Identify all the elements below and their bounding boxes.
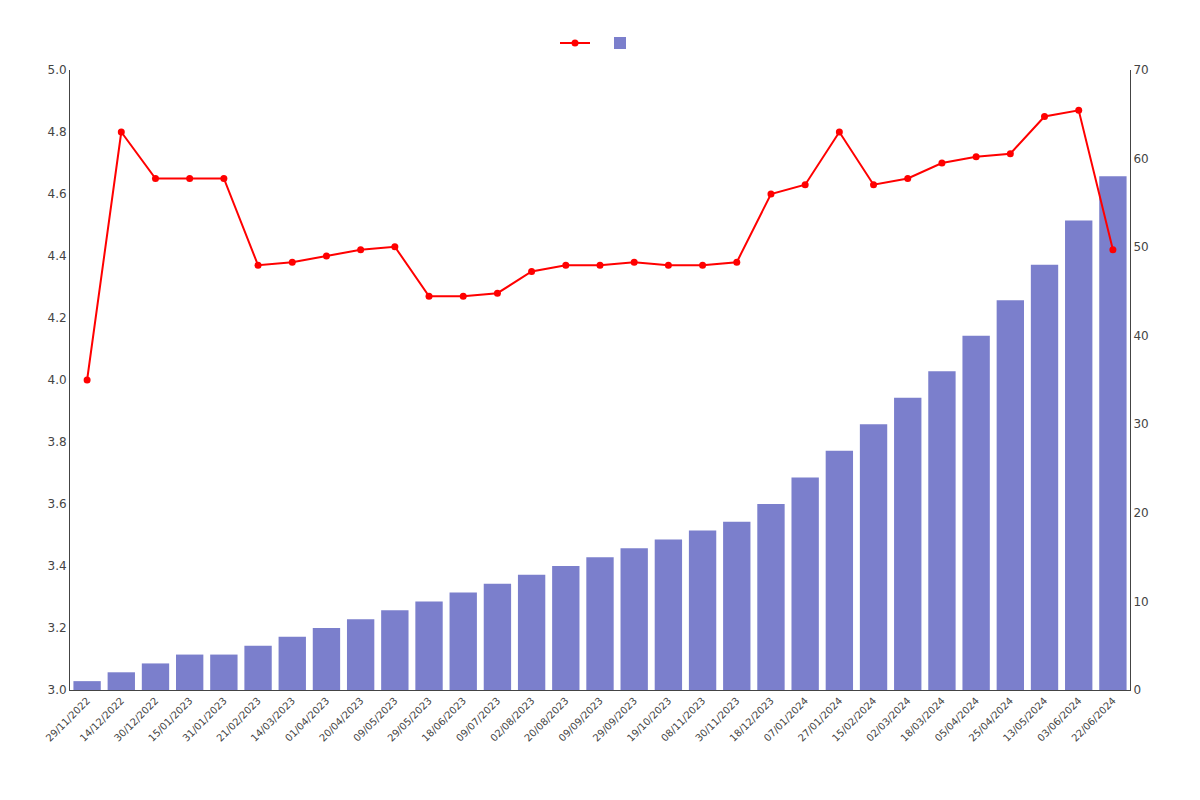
svg-text:0: 0	[1133, 683, 1141, 697]
svg-text:14/12/2022: 14/12/2022	[78, 695, 127, 744]
svg-text:3.8: 3.8	[48, 435, 67, 449]
svg-text:70: 70	[1133, 63, 1148, 77]
svg-text:05/04/2024: 05/04/2024	[933, 695, 982, 744]
svg-text:10: 10	[1133, 595, 1148, 609]
svg-text:3.6: 3.6	[48, 497, 67, 511]
svg-text:22/06/2024: 22/06/2024	[1069, 695, 1118, 744]
svg-text:02/03/2024: 02/03/2024	[864, 695, 913, 744]
svg-text:01/04/2023: 01/04/2023	[283, 695, 332, 744]
svg-text:18/03/2024: 18/03/2024	[898, 695, 947, 744]
svg-text:4.6: 4.6	[48, 187, 67, 201]
svg-text:20/04/2023: 20/04/2023	[317, 695, 366, 744]
svg-text:15/01/2023: 15/01/2023	[146, 695, 195, 744]
svg-text:03/06/2024: 03/06/2024	[1035, 695, 1084, 744]
svg-text:3.2: 3.2	[48, 621, 67, 635]
svg-text:09/09/2023: 09/09/2023	[556, 695, 605, 744]
svg-text:07/01/2024: 07/01/2024	[762, 695, 811, 744]
svg-text:29/09/2023: 29/09/2023	[591, 695, 640, 744]
svg-text:4.8: 4.8	[48, 125, 67, 139]
svg-text:15/02/2024: 15/02/2024	[830, 695, 879, 744]
svg-text:09/05/2023: 09/05/2023	[351, 695, 400, 744]
svg-text:40: 40	[1133, 329, 1148, 343]
svg-text:30/12/2022: 30/12/2022	[112, 695, 161, 744]
svg-text:30/11/2023: 30/11/2023	[693, 695, 742, 744]
svg-text:5.0: 5.0	[48, 63, 67, 77]
svg-text:3.4: 3.4	[48, 559, 67, 573]
svg-text:4.0: 4.0	[48, 373, 67, 387]
svg-text:09/07/2023: 09/07/2023	[454, 695, 503, 744]
svg-text:60: 60	[1133, 152, 1148, 166]
svg-text:18/12/2023: 18/12/2023	[727, 695, 776, 744]
svg-text:08/11/2023: 08/11/2023	[659, 695, 708, 744]
svg-text:4.2: 4.2	[48, 311, 67, 325]
svg-text:02/08/2023: 02/08/2023	[488, 695, 537, 744]
svg-text:27/01/2024: 27/01/2024	[796, 695, 845, 744]
svg-text:30: 30	[1133, 417, 1148, 431]
svg-text:13/05/2024: 13/05/2024	[1001, 695, 1050, 744]
svg-text:14/03/2023: 14/03/2023	[249, 695, 298, 744]
svg-text:29/05/2023: 29/05/2023	[385, 695, 434, 744]
svg-text:29/11/2022: 29/11/2022	[44, 695, 93, 744]
svg-text:20/08/2023: 20/08/2023	[522, 695, 571, 744]
svg-text:4.4: 4.4	[48, 249, 67, 263]
svg-text:31/01/2023: 31/01/2023	[180, 695, 229, 744]
svg-text:3.0: 3.0	[48, 683, 67, 697]
svg-text:19/10/2023: 19/10/2023	[625, 695, 674, 744]
svg-text:21/02/2023: 21/02/2023	[214, 695, 263, 744]
svg-text:25/04/2024: 25/04/2024	[967, 695, 1016, 744]
svg-text:20: 20	[1133, 506, 1148, 520]
svg-text:18/06/2023: 18/06/2023	[420, 695, 469, 744]
svg-text:50: 50	[1133, 240, 1148, 254]
